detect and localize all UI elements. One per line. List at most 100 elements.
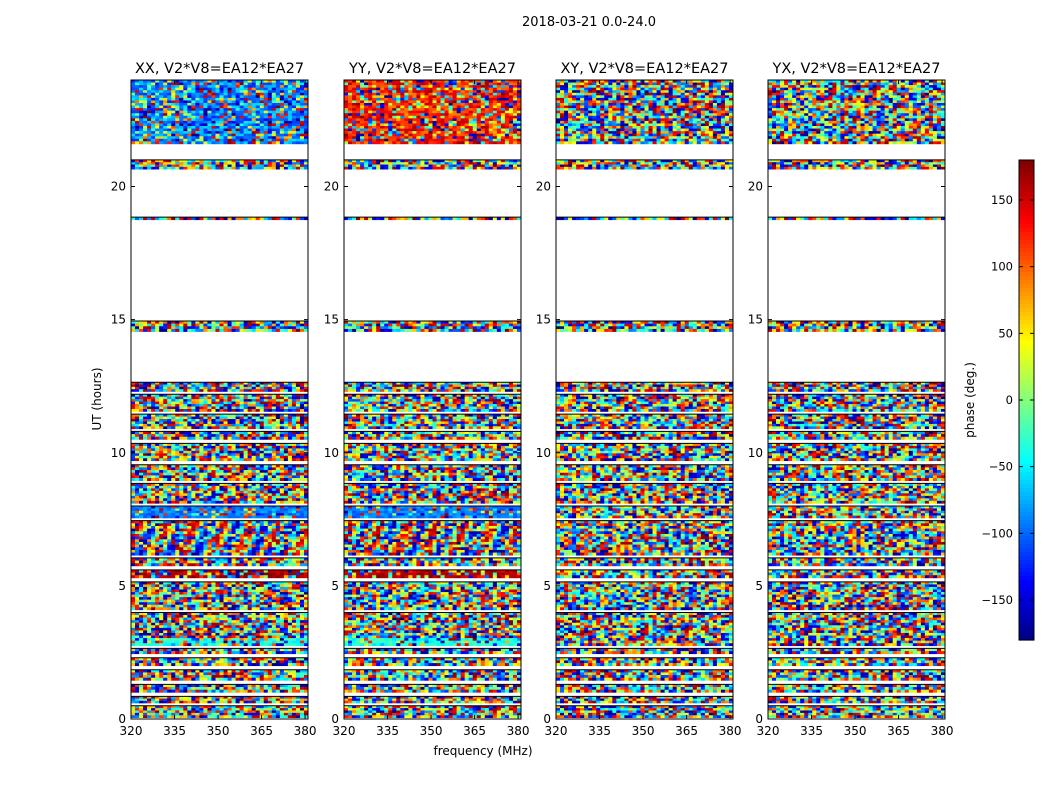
y-tick-label: 20 bbox=[748, 180, 763, 194]
colorbar-step bbox=[1019, 620, 1034, 625]
x-tick-label: 320 bbox=[545, 724, 568, 738]
colorbar-step bbox=[1019, 380, 1034, 385]
colorbar-step bbox=[1019, 524, 1034, 529]
panel-image bbox=[768, 80, 945, 718]
colorbar-step bbox=[1019, 232, 1034, 237]
colorbar-step bbox=[1019, 428, 1034, 433]
y-tick-label: 15 bbox=[324, 313, 339, 327]
panel-frame bbox=[555, 79, 734, 720]
colorbar-step bbox=[1019, 180, 1034, 185]
x-tick-label: 335 bbox=[588, 724, 611, 738]
y-tick-label: 5 bbox=[331, 579, 339, 593]
x-tick-label: 380 bbox=[719, 724, 742, 738]
colorbar-step bbox=[1019, 204, 1034, 209]
colorbar-step bbox=[1019, 248, 1034, 253]
panel-frame bbox=[343, 79, 522, 720]
colorbar-step bbox=[1019, 420, 1034, 425]
x-tick-label: 350 bbox=[207, 724, 230, 738]
colorbar-step bbox=[1019, 304, 1034, 309]
colorbar-step bbox=[1019, 632, 1034, 637]
colorbar-step bbox=[1019, 400, 1034, 405]
panel-xy: XY, V2*V8=EA12*EA27 320 335 350 365 380 0 5 10 15… bbox=[536, 61, 742, 738]
x-tick-label: 335 bbox=[800, 724, 823, 738]
colorbar-step bbox=[1019, 468, 1034, 473]
x-tick-label: 320 bbox=[333, 724, 356, 738]
colorbar-step bbox=[1019, 224, 1034, 229]
y-tick-label: 10 bbox=[324, 446, 339, 460]
panel-frame bbox=[767, 79, 946, 720]
colorbar-step bbox=[1019, 452, 1034, 457]
colorbar: −150 −100 −50 0 50 100 150 phase (deg.) bbox=[963, 159, 1035, 641]
colorbar-step bbox=[1019, 592, 1034, 597]
y-tick-label: 0 bbox=[118, 712, 126, 726]
colorbar-step bbox=[1019, 512, 1034, 517]
colorbar-step bbox=[1019, 352, 1034, 357]
x-tick-label: 365 bbox=[675, 724, 698, 738]
y-tick-label: 10 bbox=[748, 446, 763, 460]
colorbar-step bbox=[1019, 168, 1034, 173]
panel-yy: YY, V2*V8=EA12*EA27 320 335 350 365 380 0 5 10 15… bbox=[324, 61, 530, 738]
colorbar-tick-label: 50 bbox=[998, 326, 1013, 340]
colorbar-step bbox=[1019, 220, 1034, 225]
colorbar-step bbox=[1019, 328, 1034, 333]
panel-image bbox=[344, 80, 521, 718]
colorbar-step bbox=[1019, 280, 1034, 285]
colorbar-step bbox=[1019, 196, 1034, 201]
colorbar-step bbox=[1019, 376, 1034, 381]
colorbar-step bbox=[1019, 416, 1034, 421]
colorbar-tick-label: 150 bbox=[991, 193, 1013, 207]
panel-title: XX, V2*V8=EA12*EA27 bbox=[135, 61, 304, 77]
y-tick-label: 5 bbox=[543, 579, 551, 593]
colorbar-step bbox=[1019, 604, 1034, 609]
colorbar-step bbox=[1019, 616, 1034, 621]
colorbar-step bbox=[1019, 588, 1034, 593]
colorbar-step bbox=[1019, 408, 1034, 413]
colorbar-step bbox=[1019, 396, 1034, 401]
colorbar-label: phase (deg.) bbox=[963, 362, 977, 438]
colorbar-step bbox=[1019, 388, 1034, 393]
figure-title: 2018-03-21 0.0-24.0 bbox=[522, 15, 656, 30]
colorbar-step bbox=[1019, 324, 1034, 329]
colorbar-step bbox=[1019, 264, 1034, 269]
x-tick-label: 350 bbox=[632, 724, 655, 738]
colorbar-step bbox=[1019, 608, 1034, 613]
panel-image bbox=[556, 80, 733, 718]
colorbar-step bbox=[1019, 568, 1034, 573]
colorbar-step bbox=[1019, 184, 1034, 189]
panel-title: YY, V2*V8=EA12*EA27 bbox=[348, 61, 516, 77]
y-tick-label: 20 bbox=[324, 180, 339, 194]
colorbar-step bbox=[1019, 624, 1034, 629]
colorbar-step bbox=[1019, 424, 1034, 429]
colorbar-step bbox=[1019, 488, 1034, 493]
colorbar-step bbox=[1019, 360, 1034, 365]
colorbar-step bbox=[1019, 296, 1034, 301]
colorbar-step bbox=[1019, 436, 1034, 441]
y-tick-label: 15 bbox=[111, 313, 126, 327]
colorbar-step bbox=[1019, 432, 1034, 437]
colorbar-step bbox=[1019, 496, 1034, 501]
x-tick-label: 320 bbox=[757, 724, 780, 738]
colorbar-step bbox=[1019, 600, 1034, 605]
colorbar-step bbox=[1019, 516, 1034, 521]
colorbar-step bbox=[1019, 284, 1034, 289]
colorbar-step bbox=[1019, 236, 1034, 241]
colorbar-step bbox=[1019, 440, 1034, 445]
x-tick-label: 380 bbox=[294, 724, 317, 738]
y-tick-label: 15 bbox=[536, 313, 551, 327]
colorbar-step bbox=[1019, 520, 1034, 525]
colorbar-step bbox=[1019, 288, 1034, 293]
colorbar-step bbox=[1019, 320, 1034, 325]
colorbar-step bbox=[1019, 536, 1034, 541]
x-tick-label: 335 bbox=[376, 724, 399, 738]
colorbar-step bbox=[1019, 596, 1034, 601]
colorbar-step bbox=[1019, 548, 1034, 553]
colorbar-step bbox=[1019, 364, 1034, 369]
colorbar-step bbox=[1019, 464, 1034, 469]
x-tick-label: 320 bbox=[120, 724, 143, 738]
x-tick-label: 365 bbox=[250, 724, 273, 738]
x-tick-label: 335 bbox=[163, 724, 186, 738]
colorbar-step bbox=[1019, 192, 1034, 197]
colorbar-step bbox=[1019, 316, 1034, 321]
colorbar-step bbox=[1019, 160, 1034, 165]
colorbar-step bbox=[1019, 392, 1034, 397]
